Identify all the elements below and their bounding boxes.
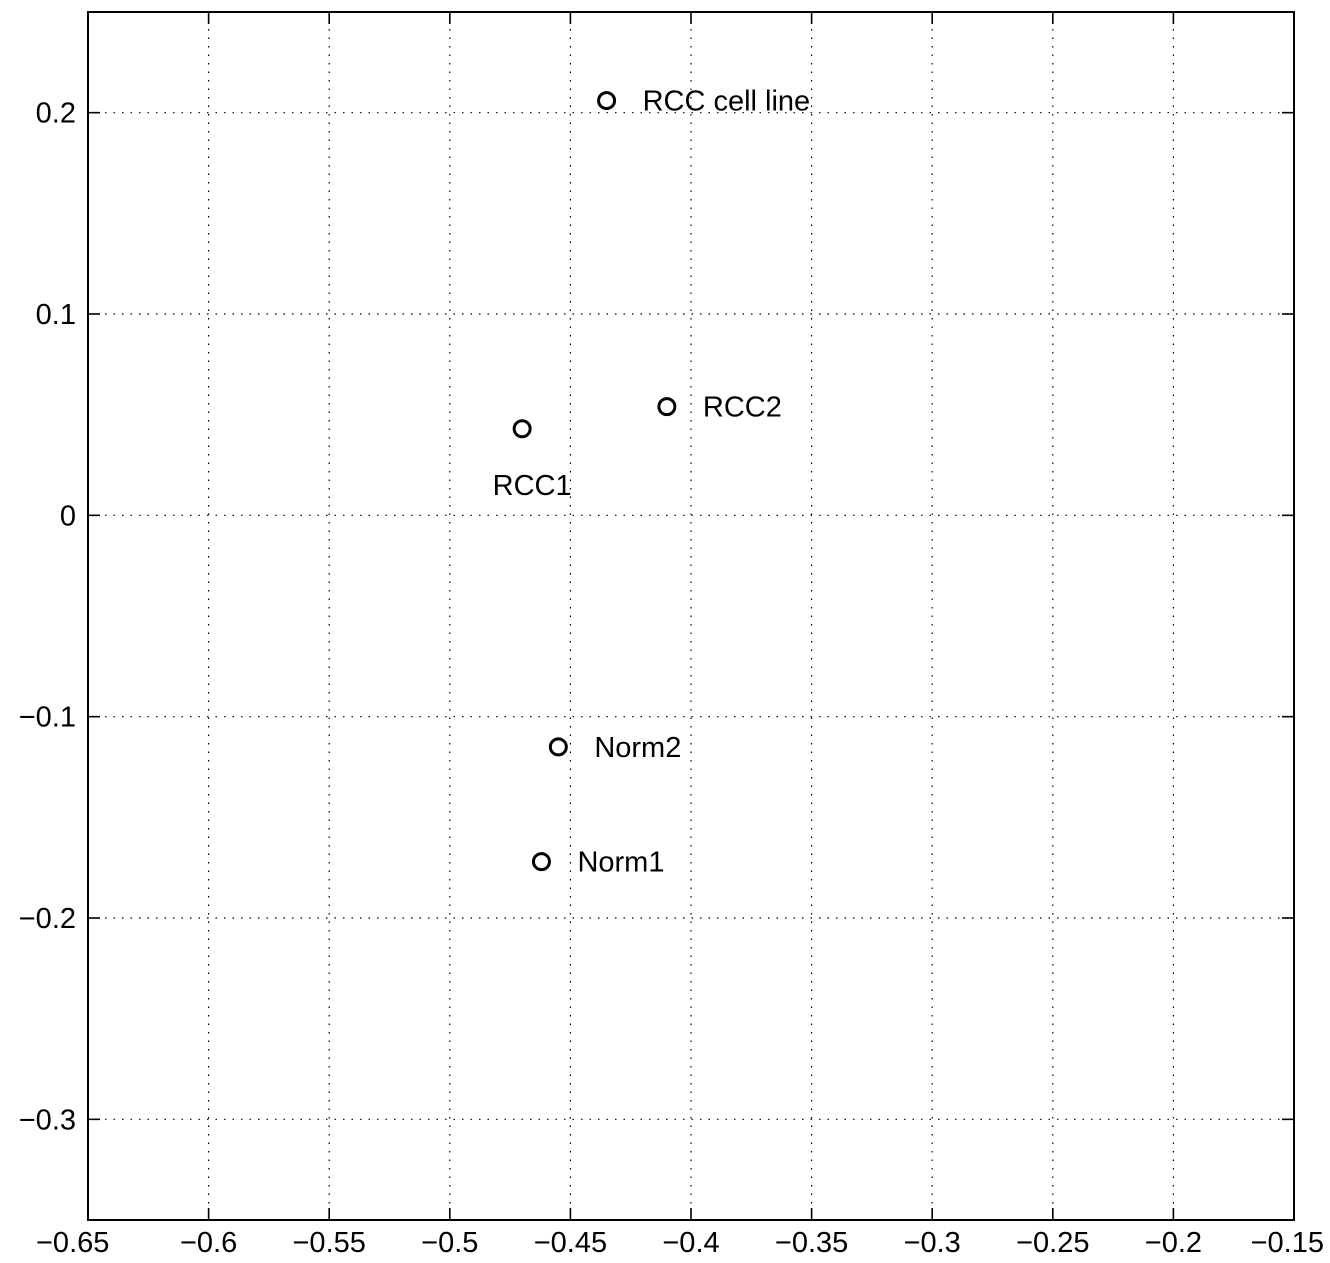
point-label: Norm2 — [594, 732, 681, 764]
x-tick-label: −0.65 — [36, 1227, 109, 1259]
point-label: Norm1 — [577, 847, 664, 879]
point-marker — [512, 419, 532, 439]
point-label: RCC1 — [493, 470, 572, 502]
x-tick-label: −0.45 — [534, 1227, 607, 1259]
y-tick-label: 0.1 — [36, 299, 76, 331]
data-point: RCC2 — [657, 392, 782, 424]
data-point: RCC cell line — [597, 86, 811, 118]
x-tick-label: −0.6 — [180, 1227, 237, 1259]
x-tick-label: −0.35 — [775, 1227, 848, 1259]
y-tick-label: 0.2 — [36, 98, 76, 130]
point-label: RCC cell line — [643, 86, 811, 118]
x-tick-label: −0.4 — [662, 1227, 719, 1259]
point-label: RCC2 — [703, 392, 782, 424]
y-tick-label: −0.2 — [19, 903, 76, 935]
x-tick-label: −0.55 — [293, 1227, 366, 1259]
point-marker — [597, 91, 617, 111]
y-axis-tick-labels: 0.2 0.1 0 −0.1 −0.2 −0.3 — [19, 98, 76, 1137]
point-marker — [657, 397, 677, 417]
point-marker — [531, 852, 551, 872]
grid-lines — [88, 12, 1294, 1220]
data-point: Norm2 — [548, 732, 681, 764]
point-marker — [548, 737, 568, 757]
axis-ticks — [87, 12, 1295, 1220]
data-points: RCC cell line RCC2 RCC1 Norm2 Norm1 — [493, 86, 811, 879]
x-axis-tick-labels: −0.65 −0.6 −0.55 −0.5 −0.45 −0.4 −0.35 −0.3 −0.2… — [36, 1227, 1324, 1259]
x-tick-label: −0.5 — [421, 1227, 478, 1259]
x-tick-label: −0.15 — [1251, 1227, 1324, 1259]
x-tick-label: −0.3 — [904, 1227, 961, 1259]
y-tick-label: 0 — [60, 500, 76, 532]
x-tick-label: −0.2 — [1145, 1227, 1202, 1259]
y-tick-label: −0.3 — [19, 1104, 76, 1136]
x-tick-label: −0.25 — [1016, 1227, 1089, 1259]
y-tick-label: −0.1 — [19, 702, 76, 734]
data-point: Norm1 — [531, 847, 664, 879]
data-point: RCC1 — [493, 419, 572, 502]
